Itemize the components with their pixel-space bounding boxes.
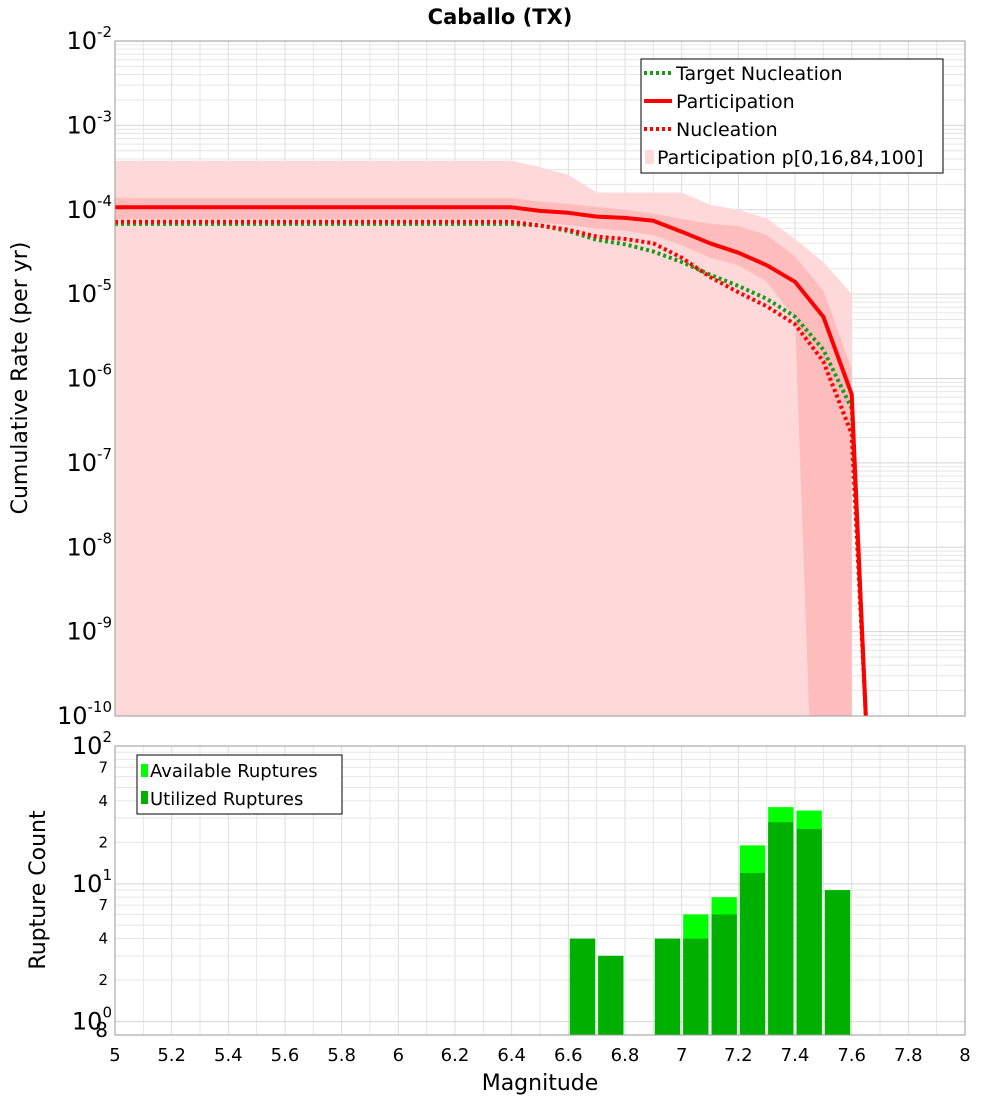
tick-exponent: -2 xyxy=(97,23,112,41)
bottom-legend: Available Ruptures Utilized Ruptures xyxy=(136,754,343,815)
legend-label: Participation p[0,16,84,100] xyxy=(657,147,923,169)
x-tick-label: 6.8 xyxy=(611,1045,640,1066)
top-y-tick-label: 10-3 xyxy=(66,107,112,139)
legend-label: Available Ruptures xyxy=(150,761,318,782)
x-axis-label: Magnitude xyxy=(482,1071,599,1096)
x-tick-label: 6.2 xyxy=(441,1045,470,1066)
participation-band-outer xyxy=(115,160,852,716)
x-tick-label: 7.2 xyxy=(724,1045,753,1066)
tick-base: 10 xyxy=(66,111,97,139)
top-y-axis-label: Cumulative Rate (per yr) xyxy=(8,242,33,515)
x-tick-label: 6.6 xyxy=(554,1045,583,1066)
tick-base: 10 xyxy=(66,280,97,308)
bar-utilized-ruptures xyxy=(598,955,624,1035)
bar-utilized-ruptures xyxy=(796,828,822,1035)
bar-utilized-ruptures xyxy=(711,914,737,1035)
tick-base: 10 xyxy=(72,1008,103,1036)
x-tick-label: 7.6 xyxy=(837,1045,866,1066)
top-y-tick-label: 10-2 xyxy=(66,23,112,55)
tick-exponent: -6 xyxy=(97,361,112,379)
tick-base: 10 xyxy=(66,365,97,393)
bar-utilized-ruptures xyxy=(768,822,794,1035)
tick-base: 10 xyxy=(72,870,103,898)
bar-utilized-ruptures xyxy=(569,938,596,1035)
tick-base: 10 xyxy=(57,702,88,730)
x-tick-label: 5 xyxy=(109,1045,120,1066)
x-tick-label: 5.4 xyxy=(214,1045,243,1066)
bottom-y-tick-label: 2 xyxy=(98,971,108,989)
tick-exponent: -9 xyxy=(97,614,112,632)
tick-base: 10 xyxy=(66,27,97,55)
rate-plot: 10-210-310-410-510-610-710-810-910-10Tar… xyxy=(57,23,966,730)
bar-utilized-ruptures xyxy=(683,938,709,1035)
tick-base: 10 xyxy=(66,533,97,561)
bottom-y-axis-label: Rupture Count xyxy=(26,810,51,970)
x-tick-label: 8 xyxy=(959,1045,970,1066)
bottom-y-tick-label: 8 xyxy=(95,1018,108,1042)
legend-swatch-utilized-ruptures xyxy=(141,791,148,804)
series-line-participation xyxy=(115,205,868,716)
tick-base: 10 xyxy=(72,732,103,760)
top-y-tick-label: 10-7 xyxy=(66,445,112,477)
tick-exponent: -5 xyxy=(97,276,112,294)
legend-swatch-available-ruptures xyxy=(141,764,148,777)
bottom-y-tick-label: 101 xyxy=(72,866,112,898)
tick-base: 10 xyxy=(66,196,97,224)
bottom-y-tick-label: 2 xyxy=(98,833,108,851)
x-tick-label: 5.2 xyxy=(157,1045,186,1066)
x-tick-label: 6.4 xyxy=(497,1045,526,1066)
top-y-tick-label: 10-6 xyxy=(66,361,112,393)
bottom-plot-frame xyxy=(114,745,966,1036)
x-tick-label: 5.6 xyxy=(271,1045,300,1066)
bottom-y-tick-label: 4 xyxy=(98,930,108,948)
tick-exponent: -8 xyxy=(97,529,112,547)
series-line-nucleation xyxy=(115,219,868,716)
legend-label: Nucleation xyxy=(676,119,778,141)
bar-utilized-ruptures xyxy=(739,872,766,1035)
bottom-y-tick-label: 100 xyxy=(72,1004,112,1036)
x-tick-label: 7.8 xyxy=(894,1045,923,1066)
bottom-legend-box xyxy=(136,754,343,815)
bar-utilized-ruptures xyxy=(824,890,851,1035)
bottom-y-tick-label: 4 xyxy=(98,792,108,810)
top-y-tick-label: 10-4 xyxy=(66,192,112,224)
bottom-y-tick-label: 7 xyxy=(98,896,108,914)
tick-exponent: -4 xyxy=(97,192,112,210)
top-y-tick-label: 10-9 xyxy=(66,614,112,646)
bar-utilized-ruptures xyxy=(654,938,681,1035)
tick-exponent: 0 xyxy=(102,1004,112,1022)
legend-label: Participation xyxy=(676,91,795,113)
tick-exponent: -3 xyxy=(97,107,112,125)
legend-label: Utilized Ruptures xyxy=(150,789,303,810)
tick-exponent: 1 xyxy=(102,866,112,884)
legend-swatch-participation-band xyxy=(645,150,654,164)
top-y-tick-label: 10-10 xyxy=(57,698,112,730)
top-y-tick-label: 10-8 xyxy=(66,529,112,561)
bottom-y-tick-label: 7 xyxy=(98,758,108,776)
tick-base: 10 xyxy=(66,618,97,646)
participation-band-inner xyxy=(115,197,852,716)
tick-exponent: -10 xyxy=(88,698,113,716)
x-tick-label: 7 xyxy=(676,1045,687,1066)
bottom-bars xyxy=(569,807,851,1035)
chart-title: Caballo (TX) xyxy=(428,5,573,29)
x-tick-label: 6 xyxy=(393,1045,404,1066)
top-legend: Target Nucleation Participation Nucleation… xyxy=(640,58,944,174)
top-plot-area xyxy=(115,160,868,716)
x-tick-label: 7.4 xyxy=(781,1045,810,1066)
tick-exponent: -7 xyxy=(97,445,112,463)
tick-exponent: 2 xyxy=(102,728,112,746)
tick-base: 10 xyxy=(66,449,97,477)
x-tick-label: 5.8 xyxy=(327,1045,356,1066)
legend-label: Target Nucleation xyxy=(675,63,843,85)
top-plot-frame xyxy=(114,40,966,717)
bottom-y-tick-label: 102 xyxy=(72,728,112,760)
top-y-tick-label: 10-5 xyxy=(66,276,112,308)
top-legend-box xyxy=(640,58,944,174)
